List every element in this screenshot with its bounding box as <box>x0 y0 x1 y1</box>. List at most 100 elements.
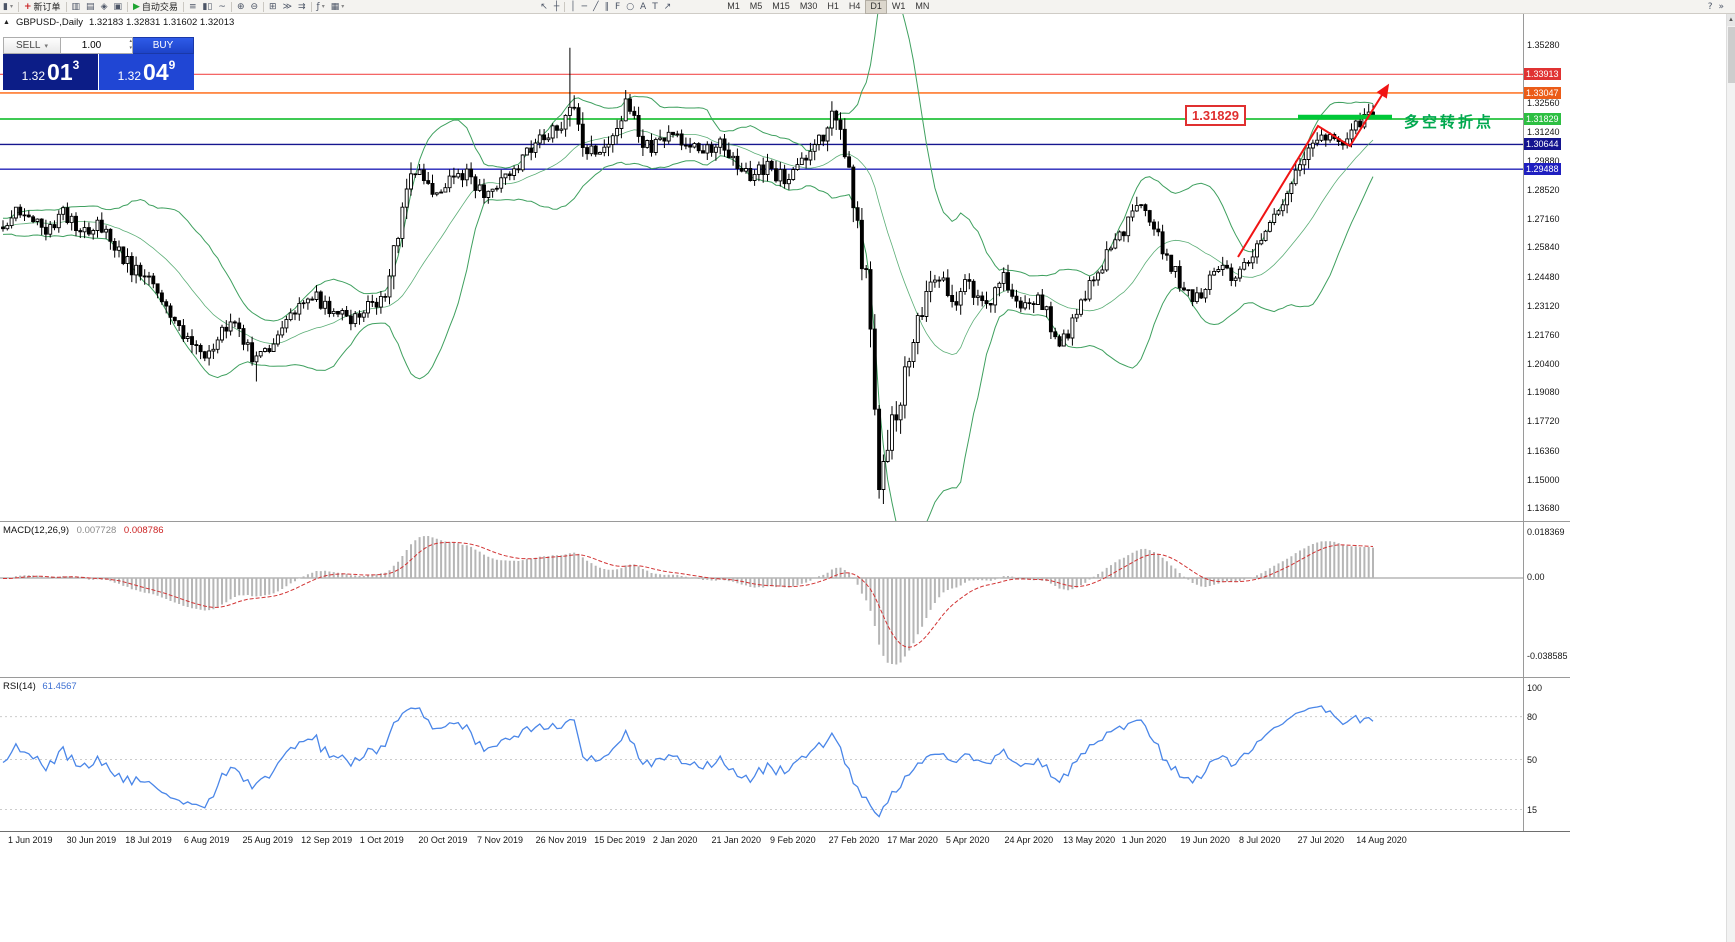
date-label: 1 Oct 2019 <box>359 835 404 845</box>
timeframe-m30-button[interactable]: M30 <box>799 0 818 11</box>
toolbar-separator <box>17 1 19 12</box>
trendline-icon[interactable]: ╱ <box>593 1 599 12</box>
bollinger-lower-band <box>2 155 1374 521</box>
bull-candle-bodies <box>5 98 1371 490</box>
navigator-icon[interactable]: ◈ <box>100 1 108 12</box>
date-label: 6 Aug 2019 <box>183 835 230 845</box>
date-label: 15 Dec 2019 <box>594 835 646 845</box>
timeframe-h4-button[interactable]: H4 <box>848 0 861 11</box>
label-tool-icon[interactable]: T <box>652 1 658 12</box>
fibonacci-icon[interactable]: F <box>615 1 621 12</box>
panel-splitter-rsi[interactable] <box>0 677 1570 678</box>
sell-price-base: 1.32 <box>21 69 46 83</box>
arrow-tool-icon[interactable]: ↗ <box>663 1 672 12</box>
data-window-icon[interactable]: ▤ <box>86 1 95 12</box>
window-menu-icon[interactable]: ▲ <box>3 19 10 26</box>
indicators-menu-icon[interactable]: ƒ ▾ <box>316 1 325 12</box>
sell-price-button[interactable]: 1.32 01 3 <box>3 54 98 90</box>
price-tick-label: 1.17720 <box>1527 416 1560 427</box>
tile-windows-icon[interactable]: ⊞ <box>269 1 277 12</box>
turning-point-note[interactable]: 多空转折点 <box>1404 114 1495 131</box>
date-label: 5 Apr 2020 <box>945 835 990 845</box>
help-icon[interactable]: ? <box>1707 1 1713 12</box>
date-label: 9 Feb 2020 <box>770 835 816 845</box>
buy-price-button[interactable]: 1.32 04 9 <box>99 54 194 90</box>
price-tick-label: 1.32560 <box>1527 98 1560 109</box>
toolbar-separator <box>182 1 184 12</box>
one-click-trading-panel: SELL ▾ ▴▾ BUY 1.32 01 3 1.32 04 9 <box>3 37 194 90</box>
cursor-icon[interactable]: ↖ <box>540 1 548 12</box>
timeframe-m15-button[interactable]: M15 <box>772 0 790 11</box>
macd-signal-line <box>3 541 1374 648</box>
date-label: 17 Mar 2020 <box>887 835 938 845</box>
volume-spinner[interactable]: ▴ ▾ <box>129 38 132 52</box>
zoom-in-icon[interactable]: ⊕ <box>236 1 245 12</box>
trend-arrow-annotation[interactable] <box>1237 83 1390 258</box>
candlestick-chart-icon[interactable]: ▮▯ <box>202 1 213 12</box>
sell-dropdown-icon[interactable]: ▾ <box>44 42 48 50</box>
bar-chart-icon[interactable]: ≡ <box>188 1 197 12</box>
date-label: 1 Jun 2019 <box>8 835 53 845</box>
date-label: 1 Jun 2020 <box>1121 835 1167 845</box>
market-watch-icon[interactable]: ▥ <box>71 1 81 12</box>
macd-histogram <box>2 536 1374 665</box>
price-tick-label: 1.35280 <box>1527 40 1560 50</box>
auto-scroll-icon[interactable]: ≫ <box>282 1 292 12</box>
toolbar-overflow-icon[interactable]: » <box>1718 1 1724 12</box>
autotrading-button[interactable]: ▶ 自动交易 <box>133 1 178 13</box>
volume-up-icon[interactable]: ▴ <box>129 38 132 44</box>
channel-icon[interactable]: ∥ <box>604 1 610 12</box>
date-label: 30 Jun 2019 <box>66 835 117 845</box>
price-tick-label: 1.27160 <box>1527 214 1560 225</box>
text-tool-icon[interactable]: A <box>640 1 647 12</box>
date-label: 26 Nov 2019 <box>535 835 587 845</box>
terminal-icon[interactable]: ▣ <box>113 1 122 12</box>
date-label: 25 Aug 2019 <box>242 835 294 845</box>
price-tick-label: 1.13680 <box>1527 503 1560 513</box>
timeframe-d1-button[interactable]: D1 <box>865 0 887 14</box>
horizontal-line-icon[interactable]: ─ <box>581 1 588 12</box>
timeframe-m1-button[interactable]: M1 <box>727 0 740 11</box>
timeframe-mn-button[interactable]: MN <box>915 0 930 11</box>
shapes-icon[interactable]: ○ <box>626 1 635 12</box>
date-label: 21 Jan 2020 <box>711 835 761 845</box>
templates-menu-icon[interactable]: ▦ ▾ <box>330 1 345 12</box>
macd-signal-value: 0.008786 <box>123 525 164 536</box>
zoom-out-icon[interactable]: ⊖ <box>250 1 259 12</box>
buy-price-big: 04 <box>143 59 169 85</box>
date-label: 13 May 2020 <box>1063 835 1116 845</box>
sell-price-big: 01 <box>47 59 73 85</box>
volume-input[interactable] <box>61 37 133 54</box>
timeframe-h1-button[interactable]: H1 <box>827 0 839 11</box>
new-order-button[interactable]: + 新订单 <box>23 1 61 13</box>
rsi-indicator-label: RSI(14) 61.4567 <box>3 681 77 692</box>
price-level-label: 1.33913 <box>1524 68 1561 81</box>
rsi-line <box>2 705 1374 818</box>
timeframe-m5-button[interactable]: M5 <box>749 0 763 11</box>
chart-type-menu-icon[interactable]: ▮ ▾ <box>3 1 13 12</box>
volume-down-icon[interactable]: ▾ <box>129 45 132 51</box>
timeframe-w1-button[interactable]: W1 <box>891 0 906 11</box>
panel-splitter-macd[interactable] <box>0 521 1570 522</box>
vertical-scrollbar[interactable]: ▲ <box>1726 14 1735 942</box>
vertical-line-icon[interactable]: │ <box>570 1 576 12</box>
price-level-label: 1.31829 <box>1524 112 1561 125</box>
scrollbar-thumb[interactable] <box>1728 27 1735 83</box>
chart-info-line: ▲ GBPUSD-,Daily 1.32183 1.32831 1.31602 … <box>3 17 234 28</box>
macd-scale-label: 0.018369 <box>1527 527 1565 537</box>
candle-wicks <box>2 47 1374 504</box>
sell-button[interactable]: SELL ▾ <box>3 37 61 54</box>
time-axis-line <box>0 831 1570 832</box>
scroll-up-icon[interactable]: ▲ <box>1727 14 1735 26</box>
price-level-flag[interactable]: 1.31829 <box>1185 105 1246 126</box>
line-chart-icon[interactable]: ~ <box>218 1 226 12</box>
macd-indicator-label: MACD(12,26,9) 0.007728 0.008786 <box>3 525 164 536</box>
crosshair-icon[interactable]: ┼ <box>553 1 560 12</box>
price-tick-label: 1.24480 <box>1527 271 1560 282</box>
buy-button-label: BUY <box>152 40 174 51</box>
chart-shift-icon[interactable]: ⇉ <box>298 1 306 12</box>
buy-button[interactable]: BUY <box>133 37 194 54</box>
toolbar-separator <box>310 1 312 12</box>
buy-price-pip: 9 <box>168 58 176 72</box>
